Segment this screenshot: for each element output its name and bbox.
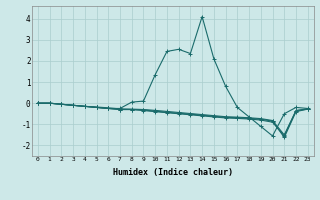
X-axis label: Humidex (Indice chaleur): Humidex (Indice chaleur) [113, 168, 233, 177]
